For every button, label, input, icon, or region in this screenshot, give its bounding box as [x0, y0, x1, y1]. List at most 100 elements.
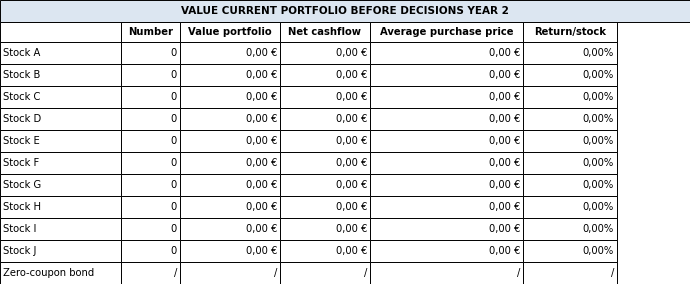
Text: 0,00 €: 0,00 € — [335, 224, 367, 234]
Bar — [370, 108, 523, 130]
Text: Stock A: Stock A — [3, 48, 41, 58]
Bar — [280, 174, 370, 196]
Text: 0,00 €: 0,00 € — [489, 202, 520, 212]
Text: 0,00 €: 0,00 € — [489, 224, 520, 234]
Bar — [370, 22, 523, 42]
Bar — [280, 64, 370, 86]
Text: 0: 0 — [170, 246, 177, 256]
Text: Stock I: Stock I — [3, 224, 37, 234]
Text: 0: 0 — [170, 202, 177, 212]
Text: 0,00 €: 0,00 € — [246, 92, 277, 102]
Text: /: / — [364, 268, 367, 278]
Text: 0: 0 — [170, 224, 177, 234]
Text: 0,00 €: 0,00 € — [246, 136, 277, 146]
Text: /: / — [274, 268, 277, 278]
Bar — [180, 262, 280, 284]
Text: 0,00 €: 0,00 € — [246, 158, 277, 168]
Bar — [523, 42, 617, 64]
Text: 0,00 €: 0,00 € — [335, 136, 367, 146]
Text: 0,00 €: 0,00 € — [246, 114, 277, 124]
Text: Average purchase price: Average purchase price — [380, 27, 513, 37]
Bar — [0, 152, 121, 174]
Text: 0,00 €: 0,00 € — [335, 180, 367, 190]
Bar — [121, 42, 180, 64]
Text: 0,00 €: 0,00 € — [246, 246, 277, 256]
Bar — [180, 218, 280, 240]
Text: 0,00 €: 0,00 € — [489, 136, 520, 146]
Text: Net cashflow: Net cashflow — [288, 27, 362, 37]
Bar — [370, 174, 523, 196]
Text: 0,00%: 0,00% — [583, 202, 614, 212]
Bar — [121, 218, 180, 240]
Bar — [523, 152, 617, 174]
Text: /: / — [174, 268, 177, 278]
Text: VALUE CURRENT PORTFOLIO BEFORE DECISIONS YEAR 2: VALUE CURRENT PORTFOLIO BEFORE DECISIONS… — [181, 6, 509, 16]
Text: Stock D: Stock D — [3, 114, 41, 124]
Text: 0,00 €: 0,00 € — [335, 202, 367, 212]
Text: 0: 0 — [170, 136, 177, 146]
Bar — [523, 262, 617, 284]
Text: 0,00 €: 0,00 € — [489, 70, 520, 80]
Text: 0,00%: 0,00% — [583, 70, 614, 80]
Text: 0,00 €: 0,00 € — [335, 114, 367, 124]
Bar — [121, 64, 180, 86]
Bar — [0, 240, 121, 262]
Bar — [523, 240, 617, 262]
Bar — [370, 64, 523, 86]
Bar — [370, 86, 523, 108]
Bar — [180, 152, 280, 174]
Text: 0,00%: 0,00% — [583, 246, 614, 256]
Bar — [523, 64, 617, 86]
Bar — [280, 130, 370, 152]
Bar — [0, 42, 121, 64]
Text: 0,00 €: 0,00 € — [489, 180, 520, 190]
Bar — [0, 174, 121, 196]
Text: 0,00%: 0,00% — [583, 224, 614, 234]
Bar — [370, 152, 523, 174]
Text: /: / — [611, 268, 614, 278]
Text: 0,00 €: 0,00 € — [246, 48, 277, 58]
Text: /: / — [517, 268, 520, 278]
Bar — [280, 86, 370, 108]
Bar — [280, 22, 370, 42]
Text: 0,00 €: 0,00 € — [335, 70, 367, 80]
Text: 0: 0 — [170, 70, 177, 80]
Bar — [523, 22, 617, 42]
Text: 0: 0 — [170, 180, 177, 190]
Bar — [370, 130, 523, 152]
Bar — [0, 0, 690, 22]
Text: 0,00 €: 0,00 € — [489, 246, 520, 256]
Bar — [180, 86, 280, 108]
Bar — [370, 42, 523, 64]
Text: Stock B: Stock B — [3, 70, 41, 80]
Bar — [280, 218, 370, 240]
Bar — [121, 152, 180, 174]
Text: 0,00 €: 0,00 € — [246, 180, 277, 190]
Text: Zero-coupon bond: Zero-coupon bond — [3, 268, 95, 278]
Bar — [523, 86, 617, 108]
Bar — [280, 42, 370, 64]
Bar — [280, 196, 370, 218]
Bar — [523, 108, 617, 130]
Text: 0,00 €: 0,00 € — [489, 48, 520, 58]
Bar — [180, 174, 280, 196]
Text: 0,00%: 0,00% — [583, 158, 614, 168]
Bar — [180, 42, 280, 64]
Text: Stock H: Stock H — [3, 202, 41, 212]
Bar — [121, 22, 180, 42]
Text: Value portfolio: Value portfolio — [188, 27, 272, 37]
Text: 0,00 €: 0,00 € — [335, 92, 367, 102]
Text: 0: 0 — [170, 92, 177, 102]
Text: Number: Number — [128, 27, 173, 37]
Bar — [523, 196, 617, 218]
Text: 0,00 €: 0,00 € — [246, 202, 277, 212]
Bar — [370, 196, 523, 218]
Text: Stock J: Stock J — [3, 246, 37, 256]
Bar — [121, 262, 180, 284]
Text: 0: 0 — [170, 48, 177, 58]
Bar — [280, 262, 370, 284]
Bar — [280, 108, 370, 130]
Bar — [0, 86, 121, 108]
Text: 0,00%: 0,00% — [583, 180, 614, 190]
Text: 0,00 €: 0,00 € — [489, 158, 520, 168]
